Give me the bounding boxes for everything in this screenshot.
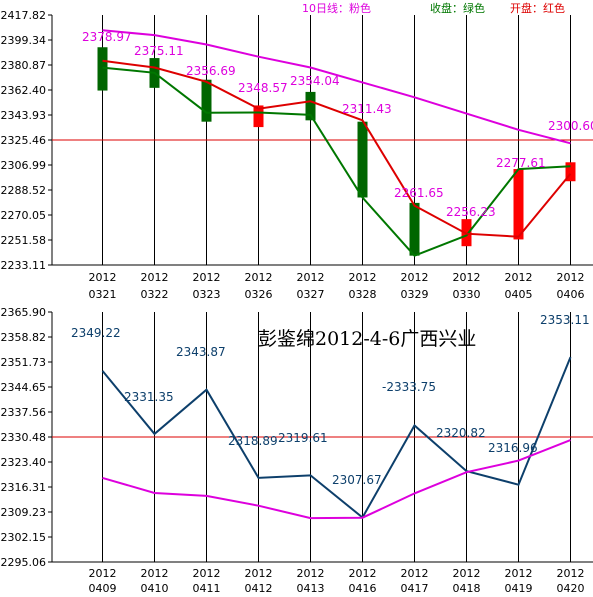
data-label: 2261.65 <box>394 186 444 200</box>
x-tick-label-date: 0412 <box>245 582 273 593</box>
y-tick-label: 2380.87 <box>1 59 47 72</box>
x-tick-label-date: 0405 <box>505 288 533 301</box>
x-tick-label-year: 2012 <box>297 271 325 284</box>
x-tick-label-year: 2012 <box>245 567 273 580</box>
x-tick-label-date: 0329 <box>401 288 429 301</box>
data-label: 2356.69 <box>186 64 236 78</box>
x-tick-label-year: 2012 <box>89 567 117 580</box>
x-tick-label-year: 2012 <box>505 271 533 284</box>
y-tick-label: 2306.99 <box>1 159 47 172</box>
x-tick-label-year: 2012 <box>245 271 273 284</box>
x-tick-label-year: 2012 <box>141 567 169 580</box>
candle-bar <box>358 122 368 198</box>
data-label: 2300.60 <box>548 119 593 133</box>
data-label: 2256.23 <box>446 205 496 219</box>
data-label: 2375.11 <box>134 44 184 58</box>
data-label: 2348.57 <box>238 81 288 95</box>
x-tick-label-year: 2012 <box>349 271 377 284</box>
x-tick-label-date: 0409 <box>89 582 117 593</box>
y-tick-label: 2288.52 <box>1 184 47 197</box>
x-tick-label-date: 0420 <box>557 582 585 593</box>
y-tick-label: 2270.05 <box>1 209 47 222</box>
data-label: 2331.35 <box>124 390 174 404</box>
y-tick-label: 2365.90 <box>1 306 47 319</box>
candle-bar <box>202 80 212 122</box>
x-tick-label-date: 0321 <box>89 288 117 301</box>
x-tick-label-year: 2012 <box>349 567 377 580</box>
y-tick-label: 2251.58 <box>1 234 47 247</box>
y-tick-label: 2351.73 <box>1 356 47 369</box>
candle-bar <box>514 169 524 239</box>
x-tick-label-year: 2012 <box>401 567 429 580</box>
y-tick-label: 2309.23 <box>1 506 47 519</box>
data-label: 2343.87 <box>176 345 226 359</box>
data-label: 2349.22 <box>71 326 121 340</box>
data-label: -2333.75 <box>382 380 436 394</box>
legend-close: 收盘：绿色 <box>430 1 485 15</box>
y-tick-label: 2323.40 <box>1 456 47 469</box>
x-tick-label-date: 0416 <box>349 582 377 593</box>
x-tick-label-year: 2012 <box>141 271 169 284</box>
data-label: 2277.61 <box>496 156 546 170</box>
x-tick-label-year: 2012 <box>453 271 481 284</box>
x-tick-label-date: 0419 <box>505 582 533 593</box>
y-tick-label: 2295.06 <box>1 556 47 569</box>
y-tick-label: 2343.93 <box>1 109 47 122</box>
x-tick-label-year: 2012 <box>193 271 221 284</box>
x-tick-label-year: 2012 <box>557 567 585 580</box>
y-tick-label: 2325.46 <box>1 134 47 147</box>
x-tick-label-date: 0417 <box>401 582 429 593</box>
y-tick-label: 2233.11 <box>1 259 47 272</box>
x-tick-label-date: 0328 <box>349 288 377 301</box>
x-tick-label-date: 0327 <box>297 288 325 301</box>
y-tick-label: 2337.56 <box>1 406 47 419</box>
data-label: 2307.67 <box>332 473 382 487</box>
y-tick-label: 2417.82 <box>1 9 47 22</box>
data-label: 2316.96 <box>488 441 538 455</box>
x-tick-label-date: 0410 <box>141 582 169 593</box>
data-label: 2318.89 <box>228 434 278 448</box>
y-tick-label: 2344.65 <box>1 381 47 394</box>
watermark-text: 彭鉴绵2012-4-6广西兴业 <box>258 328 476 350</box>
x-tick-label-year: 2012 <box>89 271 117 284</box>
y-tick-label: 2362.40 <box>1 84 47 97</box>
y-tick-label: 2330.48 <box>1 431 47 444</box>
x-tick-label-year: 2012 <box>453 567 481 580</box>
y-tick-label: 2316.31 <box>1 481 47 494</box>
x-tick-label-date: 0411 <box>193 582 221 593</box>
x-tick-label-year: 2012 <box>505 567 533 580</box>
data-label: 2319.61 <box>278 431 328 445</box>
x-tick-label-date: 0406 <box>557 288 585 301</box>
legend-ma: 10日线：粉色 <box>302 1 371 15</box>
x-tick-label-date: 0322 <box>141 288 169 301</box>
x-tick-label-year: 2012 <box>297 567 325 580</box>
data-label: 2320.82 <box>436 426 486 440</box>
x-tick-label-year: 2012 <box>557 271 585 284</box>
data-label: 2378.97 <box>82 30 132 44</box>
x-tick-label-date: 0413 <box>297 582 325 593</box>
data-label: 2354.04 <box>290 74 340 88</box>
x-tick-label-date: 0418 <box>453 582 481 593</box>
x-tick-label-year: 2012 <box>193 567 221 580</box>
x-tick-label-date: 0330 <box>453 288 481 301</box>
x-tick-label-date: 0326 <box>245 288 273 301</box>
x-tick-label-date: 0323 <box>193 288 221 301</box>
y-tick-label: 2399.34 <box>1 34 47 47</box>
legend-open: 开盘：红色 <box>510 1 565 15</box>
y-tick-label: 2302.15 <box>1 531 47 544</box>
data-label: 2311.43 <box>342 102 392 116</box>
x-tick-label-year: 2012 <box>401 271 429 284</box>
data-label: 2353.11 <box>540 313 590 327</box>
candle-bar <box>410 203 420 256</box>
y-tick-label: 2358.82 <box>1 331 47 344</box>
